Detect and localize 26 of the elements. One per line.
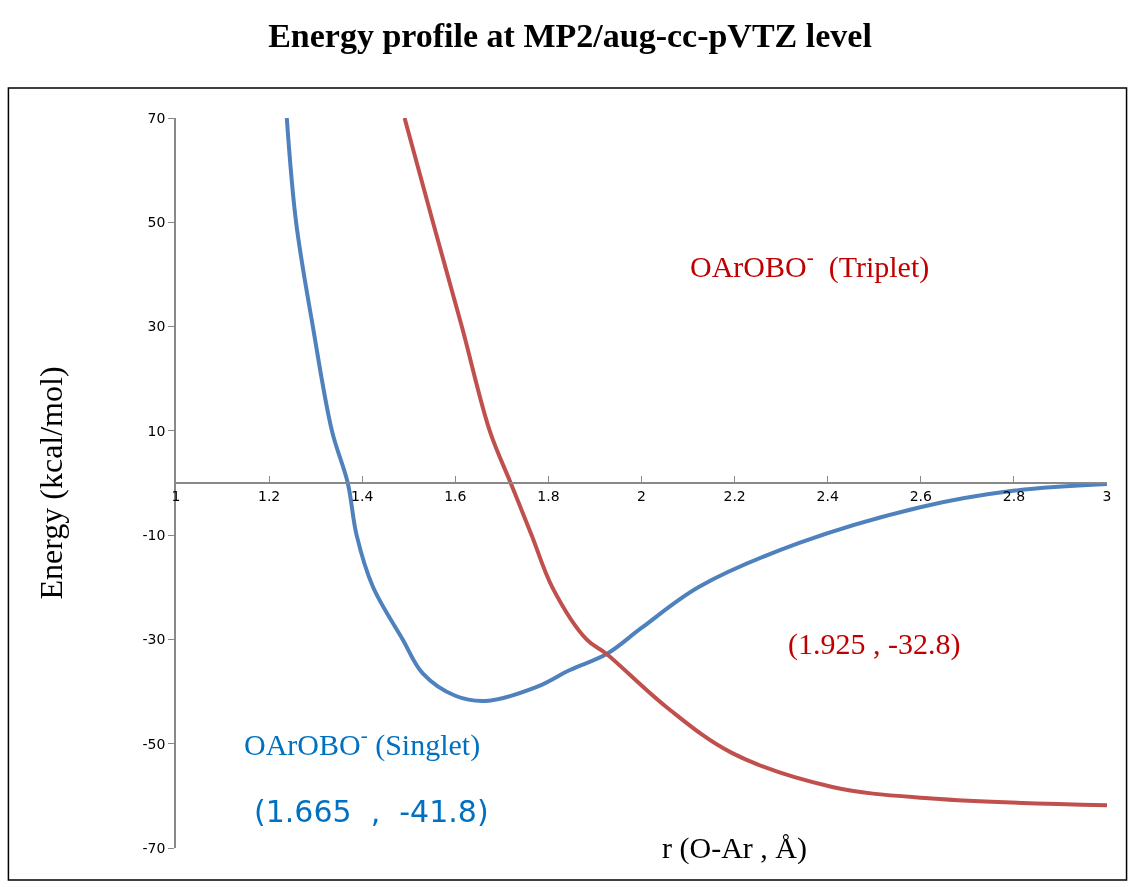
x-tick-label: 2.4 [816,487,839,504]
x-tick-label: 2.8 [1002,487,1026,504]
x-tick-label: 2 [637,487,646,504]
annotation: OArOBO$^{-}$ (Singlet) [244,723,481,762]
y-tick-label: 30 [147,318,166,335]
x-tick-label: 1.4 [351,487,374,504]
y-tick-label: -70 [142,839,166,856]
x-tick-label: 3 [1102,487,1112,504]
chart-title: Energy profile at MP2/aug-cc-pVTZ level [268,17,872,55]
y-tick-label: 10 [147,422,166,439]
y-tick-label: 50 [147,214,166,231]
y-tick-label: -10 [142,527,166,544]
y-tick-label: -30 [142,631,166,648]
annotation: (1.925 , -32.8) [788,627,961,661]
y-axis-title: Energy (kcal/mol) [33,366,70,600]
x-tick-label: 1.8 [537,487,560,504]
x-tick-label: 1.2 [257,487,281,504]
x-tick-label: 2.2 [723,487,746,504]
x-tick-label: 1.6 [444,487,467,504]
y-tick-label: -50 [142,735,166,752]
x-tick-label: 2.6 [909,487,933,504]
annotation: (1.665 , -41.8) [254,794,489,829]
x-tick-label: 1 [171,487,181,504]
annotation: OArOBO$^{-}$ (Triplet) [690,245,930,284]
y-tick-label: 70 [147,109,166,126]
x-axis-title: r (O-Ar , Å) [662,831,807,865]
